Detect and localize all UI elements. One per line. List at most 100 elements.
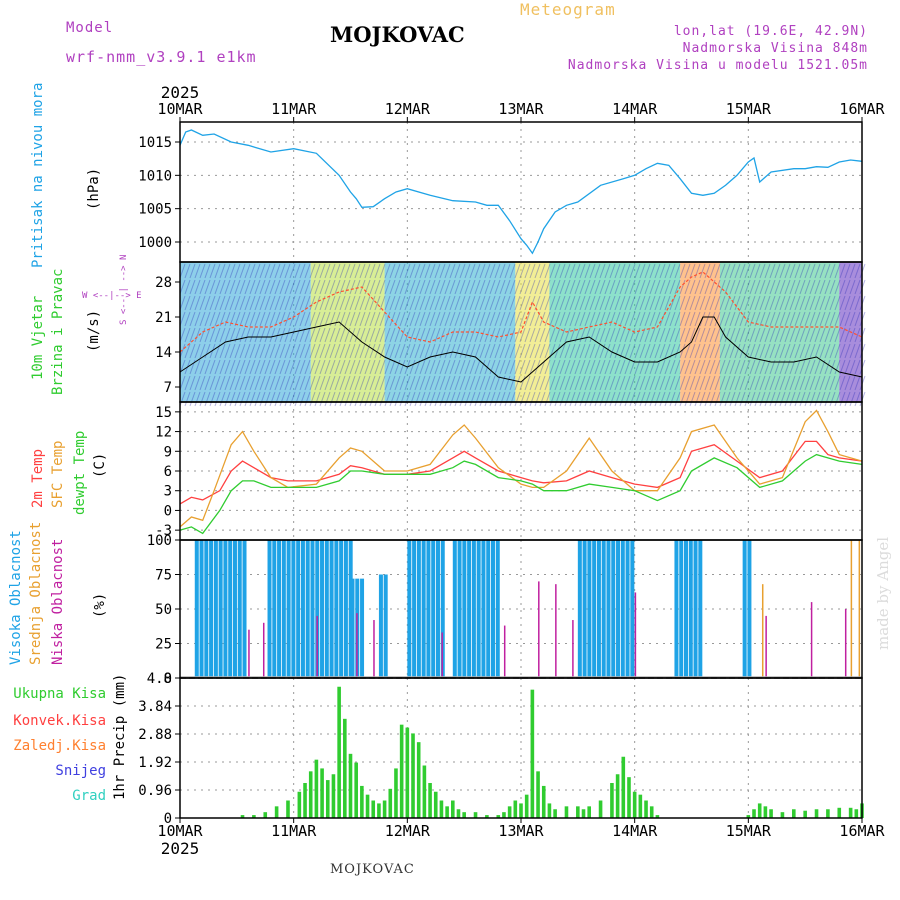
wind-barb: [509, 359, 516, 375]
wind-barb: [504, 295, 511, 311]
wind-barb: [549, 311, 556, 327]
wind-barb: [709, 359, 716, 375]
wind-barb: [379, 311, 386, 327]
wind-barb: [309, 343, 316, 359]
wind-barb: [384, 295, 391, 311]
wind-barb: [259, 391, 266, 407]
wind-barb: [754, 343, 761, 359]
wind-barb: [209, 295, 216, 311]
elevation-text: Nadmorska Visina 848m: [682, 41, 868, 56]
precip-bar: [411, 733, 415, 818]
temp-ytick: 6: [164, 464, 172, 480]
wind-barb: [569, 263, 576, 279]
wind-barb: [179, 391, 186, 407]
wind-barb: [589, 343, 596, 359]
wind-barb: [389, 391, 396, 407]
wind-barb: [779, 391, 786, 407]
precip-bar: [297, 791, 302, 818]
wind-barb: [409, 295, 416, 311]
wind-barb: [649, 263, 656, 279]
wind-barb: [784, 311, 791, 327]
wind-barb: [749, 343, 756, 359]
wind-barb: [339, 343, 346, 359]
precip-bar: [422, 765, 427, 818]
wind-barb: [629, 359, 636, 375]
wind-barb: [349, 375, 356, 391]
wind-barb: [839, 343, 846, 359]
wind-barb: [749, 279, 756, 295]
wind-barb: [239, 263, 246, 279]
wind-barb: [819, 375, 826, 391]
wind-barb: [569, 359, 576, 375]
wind-barb: [309, 295, 316, 311]
precip-bar: [286, 800, 290, 818]
wind-barb: [399, 279, 406, 295]
wind-barb: [624, 263, 631, 279]
wind-barb: [584, 391, 591, 407]
wind-barb: [679, 311, 686, 327]
wind-barb: [789, 263, 796, 279]
wind-ytick: 14: [155, 345, 172, 361]
wind-barb: [239, 295, 246, 311]
wind-barb: [714, 375, 721, 391]
wind-barb: [744, 311, 751, 327]
wind-barb: [404, 343, 411, 359]
wind-barb: [614, 327, 621, 343]
wind-barb: [224, 375, 231, 391]
high-cloud-bar: [320, 540, 325, 678]
wind-barb: [314, 279, 321, 295]
wind-barb: [824, 343, 831, 359]
wind-barb: [369, 279, 376, 295]
wind-barb: [724, 295, 731, 311]
wind-barb: [404, 311, 411, 327]
wind-barb: [709, 375, 716, 391]
wind-barb: [524, 343, 531, 359]
wind-barb: [769, 311, 776, 327]
wind-barb: [794, 279, 801, 295]
wind-barb: [699, 263, 706, 279]
wind-barb: [684, 311, 691, 327]
wind-barb: [439, 391, 446, 407]
precip-legend-item: Konvek.Kisa: [13, 713, 106, 729]
wind-barb: [609, 311, 616, 327]
wind-barb: [349, 327, 356, 343]
wind-barb: [204, 327, 211, 343]
wind-barb: [189, 343, 196, 359]
wind-barb: [314, 263, 321, 279]
wind-barb: [304, 295, 311, 311]
wind-barb: [444, 327, 451, 343]
wind-barb: [484, 343, 491, 359]
low-cloud-bar: [810, 602, 813, 678]
wind-barb: [789, 311, 796, 327]
wind-barb: [499, 343, 506, 359]
wind-barb: [599, 327, 606, 343]
wind-barb: [674, 391, 681, 407]
temp-unit: (C): [92, 453, 108, 478]
wind-barb: [539, 311, 546, 327]
wind-barb: [519, 279, 526, 295]
xlabel-bottom: 12MAR: [385, 822, 431, 840]
wind-barb: [649, 343, 656, 359]
wind-barb: [694, 343, 701, 359]
wind-barb: [199, 279, 206, 295]
wind-barb: [849, 375, 856, 391]
wind-barb: [484, 311, 491, 327]
low-cloud-bar: [316, 615, 318, 678]
wind-band: [310, 262, 385, 402]
wind-barb: [704, 263, 711, 279]
wind-barb: [284, 327, 291, 343]
wind-barb: [349, 359, 356, 375]
wind-barb: [494, 375, 501, 391]
wind-barb: [179, 295, 186, 311]
wind-barb: [679, 263, 686, 279]
high-cloud-bar: [272, 540, 277, 678]
wind-barb: [534, 391, 541, 407]
wind-barb: [254, 391, 261, 407]
wind-barb: [244, 375, 251, 391]
wind-barb: [654, 359, 661, 375]
wind-barb: [789, 375, 796, 391]
precip-bar: [331, 774, 336, 818]
wind-barb: [334, 375, 341, 391]
wind-barb: [714, 295, 721, 311]
wind-barb: [824, 359, 831, 375]
